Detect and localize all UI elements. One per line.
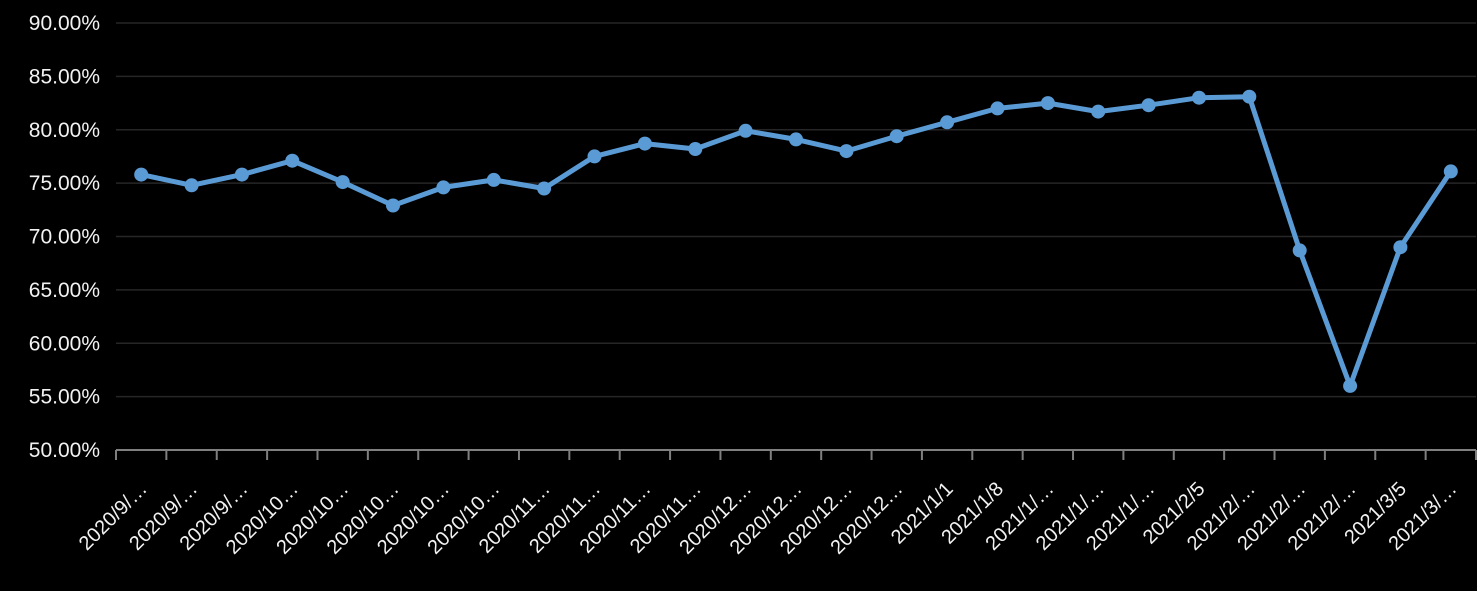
- y-axis-tick-label: 70.00%: [29, 226, 100, 249]
- y-axis-tick-label: 60.00%: [29, 332, 100, 355]
- data-point-marker: [940, 115, 955, 130]
- data-point-marker: [386, 198, 400, 213]
- y-axis-tick-label: 65.00%: [29, 279, 100, 302]
- y-axis-tick-label: 80.00%: [29, 119, 100, 142]
- data-point-marker: [1443, 164, 1458, 179]
- data-point-marker: [486, 172, 501, 187]
- data-point-marker: [335, 175, 350, 190]
- data-point-marker: [184, 178, 199, 193]
- data-point-marker: [738, 123, 753, 138]
- data-point-marker: [637, 136, 652, 151]
- data-point-marker: [285, 153, 300, 168]
- data-point-marker: [1141, 98, 1156, 113]
- data-point-marker: [587, 149, 602, 164]
- data-series-group: [134, 89, 1458, 393]
- data-point-marker: [134, 167, 149, 182]
- data-point-marker: [436, 180, 451, 195]
- data-point-marker: [1292, 243, 1307, 258]
- data-point-marker: [234, 167, 249, 182]
- gridlines-group: [116, 22, 1476, 398]
- data-point-marker: [688, 142, 703, 156]
- data-point-marker: [1091, 104, 1106, 119]
- data-point-marker: [1343, 378, 1358, 393]
- data-point-marker: [990, 101, 1005, 116]
- y-axis-tick-label: 50.00%: [29, 439, 100, 462]
- y-axis-tick-label: 85.00%: [29, 65, 100, 88]
- data-point-marker: [1040, 96, 1055, 111]
- data-point-marker: [889, 129, 904, 144]
- data-point-marker: [1393, 240, 1408, 255]
- y-axis-tick-label: 55.00%: [29, 386, 100, 409]
- data-point-marker: [789, 132, 803, 147]
- y-axis-tick-label: 75.00%: [29, 172, 100, 195]
- y-axis-tick-label: 90.00%: [29, 12, 100, 35]
- x-axis-labels-group: 2020/9/…2020/9/…2020/9/…2020/10…2020/10……: [75, 478, 1462, 559]
- data-point-marker: [537, 181, 552, 196]
- data-point-marker: [1242, 89, 1257, 104]
- data-point-marker: [839, 144, 854, 159]
- data-point-marker: [1192, 90, 1206, 105]
- x-axis-group: [115, 449, 1477, 460]
- y-axis-labels-group: 90.00% 85.00% 80.00% 75.00% 70.00% 65.00% 60.0…: [29, 12, 100, 462]
